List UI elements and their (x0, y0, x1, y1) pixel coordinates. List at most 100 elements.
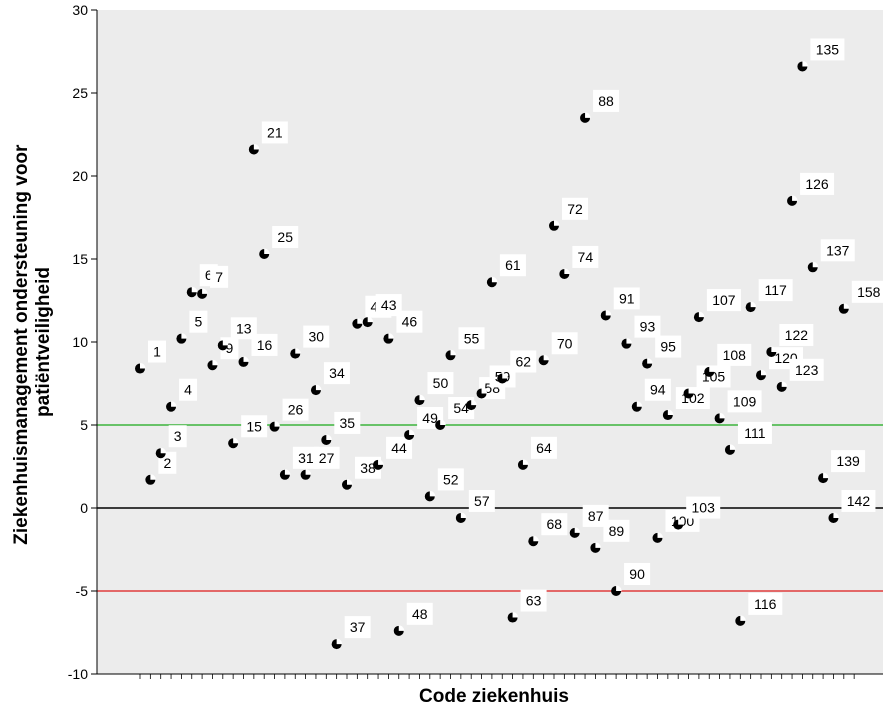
point-label-box (499, 254, 526, 277)
point-label: 5 (195, 314, 203, 330)
point-label: 91 (619, 290, 635, 306)
point-marker-notch (771, 346, 777, 352)
y-tick-label: -5 (76, 583, 89, 599)
point-label-box (437, 468, 464, 491)
data-point: 91 (600, 287, 640, 321)
point-label: 50 (433, 375, 449, 391)
point-marker-notch (140, 363, 146, 369)
point-marker-notch (709, 366, 715, 372)
data-point: 3 (155, 425, 187, 459)
point-marker-notch (512, 612, 519, 618)
point-marker-notch (522, 459, 529, 465)
point-label: 55 (464, 330, 480, 346)
data-point: 44 (373, 436, 413, 470)
point-label-box (272, 226, 299, 249)
point-marker-notch (181, 333, 187, 339)
point-label: 103 (692, 500, 716, 516)
point-label: 2 (163, 455, 171, 471)
point-marker-notch (647, 358, 653, 364)
point-label-box (686, 496, 721, 519)
point-marker-notch (698, 311, 705, 318)
point-marker-notch (688, 387, 695, 394)
point-label-box (603, 519, 630, 542)
point-label-box (810, 38, 845, 61)
y-axis-title-line-1: Ziekenhuismanagement ondersteuning voor (11, 144, 32, 545)
point-marker-notch (543, 354, 550, 361)
data-points: 1234567913151621252631302734353738414344… (135, 38, 883, 650)
y-tick-label: 10 (72, 334, 88, 350)
point-label: 21 (267, 124, 283, 140)
point-marker-notch (409, 429, 415, 435)
data-point: 126 (787, 172, 835, 206)
data-point: 109 (714, 390, 762, 424)
point-label: 54 (453, 400, 469, 416)
data-point: 87 (569, 504, 609, 538)
data-point: 63 (507, 589, 547, 623)
point-label: 117 (764, 282, 787, 298)
point-label-box (386, 436, 413, 459)
point-marker-notch (367, 316, 374, 323)
point-label-box (189, 310, 208, 333)
data-point: 94 (631, 378, 671, 412)
point-marker-notch (202, 288, 208, 294)
point-marker-notch (481, 387, 488, 394)
point-marker-notch (616, 585, 622, 591)
point-label: 35 (340, 415, 356, 431)
point-marker-notch (729, 444, 736, 450)
point-label: 142 (847, 493, 871, 509)
point-marker-notch (398, 625, 405, 631)
y-tick-label: 15 (72, 251, 88, 267)
point-label: 61 (505, 257, 521, 273)
data-point: 30 (290, 325, 330, 359)
point-label: 13 (236, 320, 252, 336)
data-point: 37 (331, 616, 371, 650)
point-label-box (241, 415, 268, 438)
point-marker-notch (295, 348, 301, 354)
data-point: 116 (735, 592, 783, 626)
data-point: 61 (486, 254, 526, 288)
point-label: 137 (826, 242, 850, 258)
data-point: 103 (673, 496, 721, 530)
point-label: 48 (412, 606, 428, 622)
point-label-box (717, 343, 752, 366)
point-label-box (261, 121, 288, 144)
point-marker-notch (440, 419, 446, 425)
data-point: 95 (642, 335, 682, 369)
point-label-box (582, 504, 609, 527)
point-marker-notch (802, 60, 808, 67)
data-point: 137 (807, 239, 855, 273)
data-point: 70 (538, 332, 578, 366)
y-axis-title-line-2: patiëntveiligheid (33, 267, 54, 417)
point-label-box (779, 323, 814, 346)
point-marker-notch (171, 401, 177, 407)
point-marker-notch (812, 261, 819, 268)
data-point: 123 (776, 358, 824, 392)
point-label-box (427, 372, 454, 395)
point-label-box (593, 89, 620, 112)
point-label: 15 (246, 418, 262, 434)
point-label: 107 (712, 292, 736, 308)
data-point: 35 (321, 411, 361, 445)
y-axis-title: Ziekenhuismanagement ondersteuning voor … (11, 139, 54, 544)
point-marker-notch (191, 286, 198, 293)
point-marker-notch (761, 369, 767, 376)
point-label: 37 (350, 619, 366, 635)
point-marker-notch (460, 512, 467, 518)
point-label: 57 (474, 493, 490, 509)
point-label-box (644, 378, 671, 401)
point-label-box (148, 340, 166, 363)
point-marker-notch (491, 276, 498, 283)
data-point: 1 (135, 340, 166, 374)
point-label-box (562, 197, 588, 220)
data-point: 55 (445, 327, 485, 361)
point-label: 90 (629, 566, 645, 582)
point-label: 1 (153, 344, 161, 360)
point-label-box (541, 513, 568, 536)
point-marker-notch (574, 527, 581, 533)
y-tick-label: 5 (80, 417, 88, 433)
point-label: 122 (785, 327, 809, 343)
point-marker-notch (233, 437, 239, 444)
point-label-box (344, 616, 371, 639)
point-label: 68 (547, 516, 563, 532)
data-point: 107 (693, 289, 741, 323)
